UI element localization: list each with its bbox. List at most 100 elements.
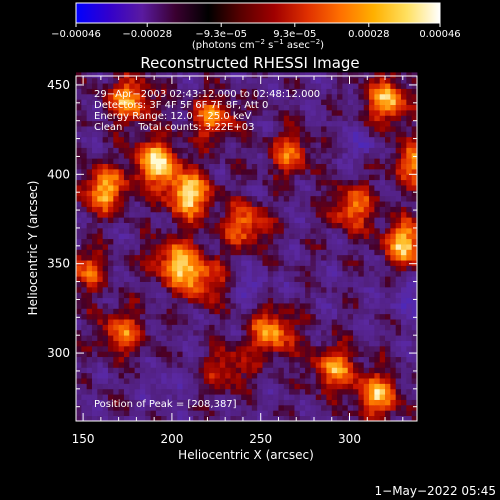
heatmap-cell (337, 260, 343, 266)
heatmap-cell (326, 163, 333, 170)
heatmap-cell (294, 217, 301, 223)
heatmap-cell (315, 99, 322, 105)
heatmap-cell (91, 238, 98, 245)
heatmap-cell (326, 83, 333, 89)
heatmap-cell (374, 254, 381, 261)
heatmap-cell (203, 356, 210, 363)
heatmap-cell (241, 233, 247, 240)
heatmap-cell (395, 335, 402, 341)
heatmap-cell (342, 404, 349, 411)
heatmap-cell (310, 152, 317, 159)
heatmap-cell (283, 72, 290, 79)
heatmap-cell (358, 142, 365, 148)
heatmap-cell (390, 120, 397, 127)
heatmap-cell (214, 190, 221, 197)
heatmap-cell (76, 362, 82, 368)
heatmap-cell (246, 222, 253, 229)
heatmap-cell (219, 152, 226, 159)
heatmap-cell (278, 99, 285, 105)
heatmap-cell (342, 270, 349, 277)
heatmap-cell (310, 329, 317, 336)
heatmap-cell (299, 394, 306, 400)
heatmap-cell (214, 185, 221, 191)
heatmap-cell (283, 362, 290, 368)
heatmap-cell (161, 254, 167, 261)
heatmap-cell (363, 238, 370, 245)
heatmap-cell (278, 126, 285, 132)
heatmap-cell (166, 308, 173, 315)
heatmap-cell (235, 227, 242, 234)
heatmap-cell (321, 292, 327, 299)
heatmap-cell (390, 244, 397, 250)
heatmap-cell (262, 99, 269, 105)
heatmap-cell (107, 227, 114, 234)
heatmap-cell (390, 190, 397, 197)
heatmap-cell (203, 281, 210, 288)
heatmap-cell (321, 227, 327, 234)
heatmap-cell (177, 174, 183, 181)
heatmap-cell (118, 120, 125, 127)
heatmap-cell (273, 152, 279, 159)
heatmap-cell (267, 238, 274, 245)
heatmap-cell (257, 249, 263, 256)
heatmap-cell (241, 335, 247, 341)
heatmap-cell (278, 152, 285, 159)
heatmap-cell (102, 281, 109, 288)
heatmap-cell (353, 313, 359, 320)
heatmap-cell (182, 233, 189, 240)
heatmap-cell (353, 394, 359, 400)
heatmap-cell (187, 297, 194, 304)
heatmap-cell (81, 126, 88, 132)
heatmap-cell (155, 185, 162, 191)
heatmap-cell (76, 286, 82, 293)
heatmap-cell (363, 388, 370, 395)
heatmap-cell (209, 303, 215, 309)
heatmap-cell (76, 93, 82, 100)
heatmap-cell (395, 233, 402, 240)
heatmap-cell (209, 415, 215, 422)
heatmap-cell (283, 147, 290, 154)
heatmap-cell (315, 345, 322, 352)
heatmap-cell (81, 367, 88, 374)
heatmap-cell (246, 335, 253, 341)
heatmap-cell (203, 99, 210, 105)
heatmap-cell (358, 286, 365, 293)
heatmap-cell (369, 83, 375, 89)
heatmap-cell (395, 244, 402, 250)
heatmap-cell (395, 168, 402, 175)
heatmap-cell (166, 270, 173, 277)
heatmap-cell (145, 319, 151, 325)
heatmap-cell (337, 120, 343, 127)
heatmap-cell (406, 324, 413, 331)
heatmap-cell (102, 163, 109, 170)
heatmap-cell (139, 238, 146, 245)
heatmap-cell (342, 131, 349, 138)
heatmap-cell (326, 93, 333, 100)
heatmap-cell (171, 254, 178, 261)
heatmap-cell (331, 335, 338, 341)
heatmap-cell (246, 297, 253, 304)
heatmap-cell (257, 367, 263, 374)
heatmap-cell (230, 388, 237, 395)
heatmap-cell (145, 362, 151, 368)
heatmap-cell (102, 227, 109, 234)
heatmap-cell (150, 174, 157, 181)
heatmap-cell (102, 313, 109, 320)
heatmap-cell (86, 270, 93, 277)
heatmap-cell (203, 362, 210, 368)
heatmap-cell (219, 158, 226, 164)
heatmap-cell (289, 286, 295, 293)
heatmap-cell (219, 195, 226, 202)
heatmap-cell (374, 136, 381, 143)
heatmap-cell (166, 211, 173, 218)
heatmap-cell (235, 88, 242, 95)
heatmap-cell (171, 286, 178, 293)
heatmap-cell (214, 109, 221, 116)
heatmap-cell (363, 270, 370, 277)
heatmap-cell (118, 270, 125, 277)
heatmap-cell (139, 351, 146, 358)
heatmap-cell (129, 115, 136, 122)
heatmap-cell (401, 104, 407, 111)
heatmap-cell (385, 303, 391, 309)
heatmap-cell (209, 227, 215, 234)
